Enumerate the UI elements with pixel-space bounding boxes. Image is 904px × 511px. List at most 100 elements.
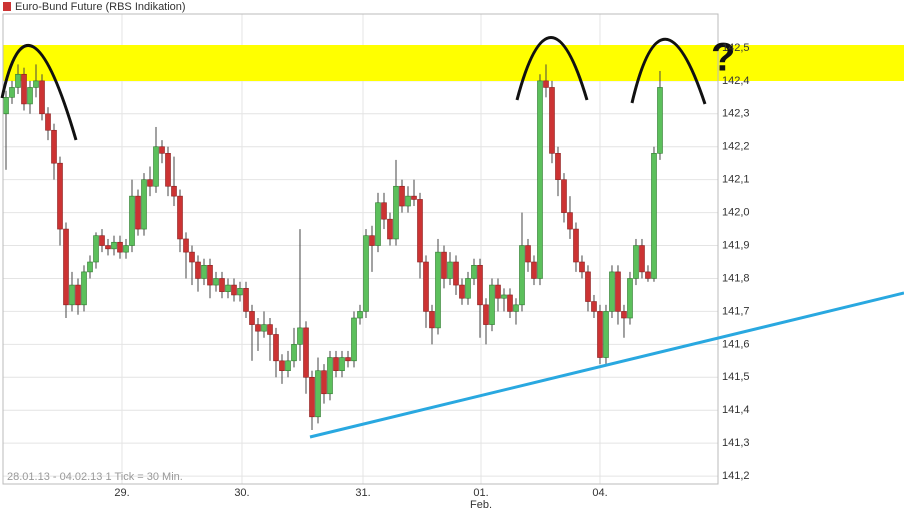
candle-body [423,261,429,312]
candle-body [375,202,381,246]
y-tick-label: 141,3 [722,437,750,449]
candle-body [105,245,111,250]
candle-body [51,129,57,164]
candle-body [99,235,105,246]
candle-body [273,334,279,362]
candle-body [405,195,411,207]
y-tick-label: 142,1 [722,174,750,186]
candle-body [549,87,555,154]
candle-body [525,245,531,263]
arc-annotation [630,38,707,105]
candle-body [195,261,201,279]
candle-body [537,80,543,279]
candle-body [9,87,15,98]
candle-body [21,73,27,105]
candle-body [297,327,303,345]
candle-body [609,271,615,312]
candle-body [225,284,231,292]
x-tick-label: 31. [355,487,370,499]
candle-body [231,284,237,296]
candle-body [33,80,39,88]
candle-body [477,265,483,306]
candle-body [57,162,63,230]
legend-swatch [3,2,11,11]
candle-body [345,357,351,362]
y-tick-label: 141,7 [722,305,750,317]
candle-body [351,317,357,362]
chart-title: Euro-Bund Future (RBS Indikation) [15,1,186,13]
candle-body [471,265,477,279]
candle-body [555,153,561,180]
candle-body [123,245,129,253]
candle-body [81,271,87,306]
y-tick-label: 141,8 [722,272,750,284]
candle-body [111,241,117,250]
candle-body [285,360,291,371]
candle-body [201,265,207,279]
candle-body [435,251,441,329]
candle-body [147,179,153,187]
candle-body [249,311,255,325]
candle-body [63,228,69,306]
candle-body [417,199,423,263]
candle-body [237,288,243,296]
candle-body [189,251,195,263]
candle-body [651,153,657,279]
candle-body [573,228,579,263]
y-tick-label: 142,4 [722,75,750,87]
candle-body [399,185,405,207]
candle-body [507,294,513,312]
x-tick-label: 30. [234,487,249,499]
arc-annotation [0,44,78,141]
candle-body [645,271,651,279]
y-tick-label: 142,2 [722,141,750,153]
candle-body [315,370,321,418]
candle-body [597,311,603,358]
candle-body [519,245,525,306]
candle-body [309,376,315,418]
candle-body [633,245,639,279]
candle-body [429,311,435,329]
candle-body [171,185,177,197]
candle-body [465,278,471,299]
candle-body [267,324,273,335]
candle-body [657,87,663,154]
x-tick-label: 04. [592,487,607,499]
candle-body [639,245,645,273]
month-label: Feb. [470,499,492,511]
y-tick-label: 142,0 [722,207,750,219]
candle-body [543,80,549,88]
candle-body [213,278,219,286]
candle-body [243,288,249,312]
candle-body [513,304,519,312]
candle-body [393,185,399,240]
candle-body [483,304,489,325]
candle-body [261,324,267,332]
question-mark: ? [711,36,735,80]
candle-body [303,327,309,378]
plot-border [2,13,719,485]
arc-annotation [515,36,589,101]
x-tick-label: 29. [114,487,129,499]
candle-body [339,357,345,371]
candle-body [15,73,21,88]
candle-body [567,212,573,230]
candle-body [75,284,81,306]
candle-body [621,311,627,319]
candle-body [447,261,453,279]
candle-body [495,284,501,299]
candle-body [411,195,417,200]
candle-body [129,195,135,246]
candle-body [153,146,159,187]
candle-body [321,370,327,395]
candle-body [87,261,93,273]
candle-body [579,261,585,273]
candle-body [279,360,285,371]
candle-body [177,195,183,240]
x-tick-label: 01. [473,487,488,499]
candle-body [459,284,465,299]
candle-body [117,241,123,253]
candle-body [591,301,597,312]
